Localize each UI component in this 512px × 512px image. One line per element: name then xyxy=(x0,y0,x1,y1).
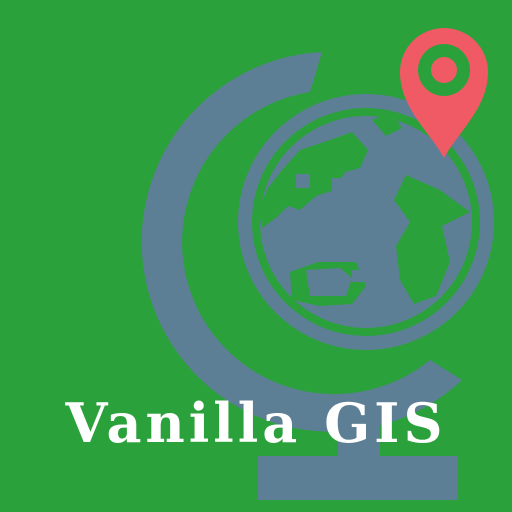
app-title: Vanilla GIS xyxy=(65,391,447,455)
globe-meridian-arc xyxy=(141,52,462,432)
globe-landmass xyxy=(394,175,470,304)
globe-stand-base xyxy=(258,456,458,500)
globe-landmass xyxy=(258,132,368,228)
map-pin-icon xyxy=(400,28,488,158)
globe-icon xyxy=(238,94,494,350)
globe-landmass xyxy=(372,112,402,136)
